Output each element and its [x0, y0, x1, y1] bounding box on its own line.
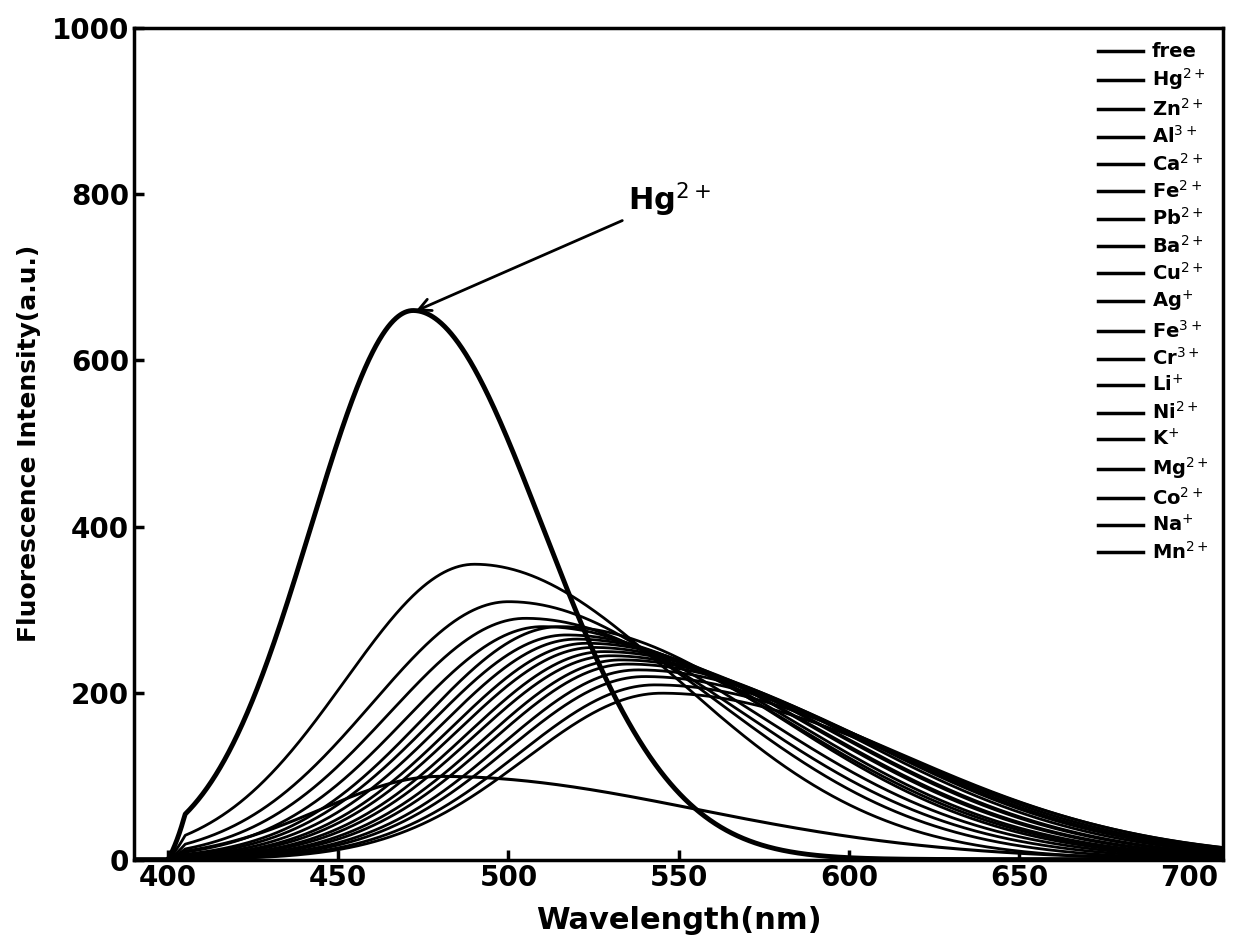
Text: Hg$^{2+}$: Hg$^{2+}$ — [419, 181, 711, 310]
X-axis label: Wavelength(nm): Wavelength(nm) — [536, 906, 821, 935]
Y-axis label: Fluorescence Intensity(a.u.): Fluorescence Intensity(a.u.) — [16, 245, 41, 643]
Legend: free, Hg$^{2+}$, Zn$^{2+}$, Al$^{3+}$, Ca$^{2+}$, Fe$^{2+}$, Pb$^{2+}$, Ba$^{2+}: free, Hg$^{2+}$, Zn$^{2+}$, Al$^{3+}$, C… — [1092, 37, 1214, 567]
